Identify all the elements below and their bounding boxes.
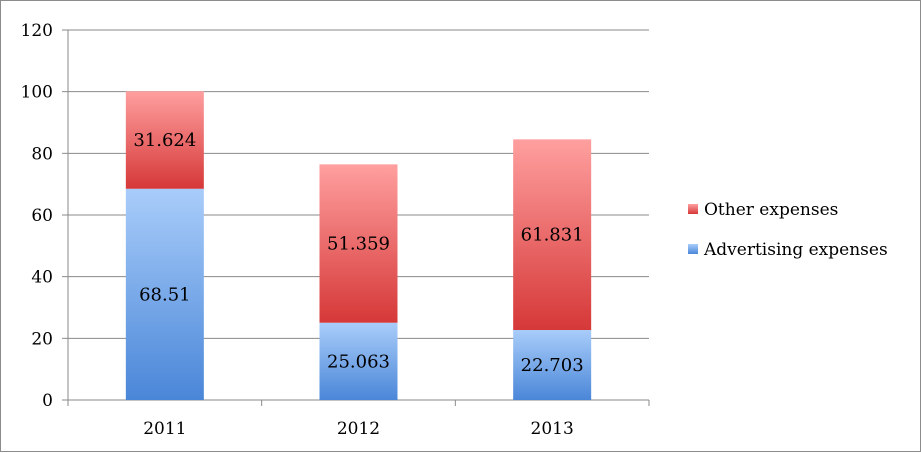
legend-label: Advertising expenses (703, 240, 888, 260)
bars (125, 91, 592, 400)
y-tick-label: 0 (42, 391, 53, 411)
data-label: 51.359 (327, 234, 390, 255)
data-label: 61.831 (521, 225, 584, 246)
data-labels: 68.51 31.624 25.063 51.359 22.703 61.831 (133, 130, 583, 376)
legend-swatch (688, 244, 698, 254)
bar-other-expenses-2013 (513, 139, 592, 330)
data-label: 25.063 (327, 351, 390, 372)
y-axis-tick-labels: 0 20 40 60 80 100 120 (21, 21, 53, 411)
y-tick-label: 60 (31, 206, 53, 226)
x-category-label: 2013 (531, 419, 574, 439)
y-tick-label: 40 (31, 268, 53, 288)
y-tick-label: 20 (31, 329, 53, 349)
bar-other-expenses-2011 (125, 91, 204, 189)
data-label: 31.624 (133, 130, 196, 151)
y-tick-label: 120 (21, 21, 53, 41)
bar-advertising-expenses-2011 (125, 188, 204, 400)
y-tick-label: 100 (21, 83, 53, 103)
data-label: 68.51 (139, 284, 191, 305)
bar-other-expenses-2012 (319, 164, 398, 323)
data-label: 22.703 (521, 355, 584, 376)
bar-advertising-expenses-2013 (513, 329, 592, 400)
legend-swatch (688, 204, 698, 214)
x-category-label: 2012 (337, 419, 380, 439)
legend: Other expenses Advertising expenses (688, 200, 888, 260)
x-axis-category-labels: 2011 2012 2013 (143, 419, 574, 439)
bar-advertising-expenses-2012 (319, 322, 398, 400)
y-tick-label: 80 (31, 144, 53, 164)
legend-label: Other expenses (704, 200, 838, 220)
x-category-label: 2011 (143, 419, 186, 439)
